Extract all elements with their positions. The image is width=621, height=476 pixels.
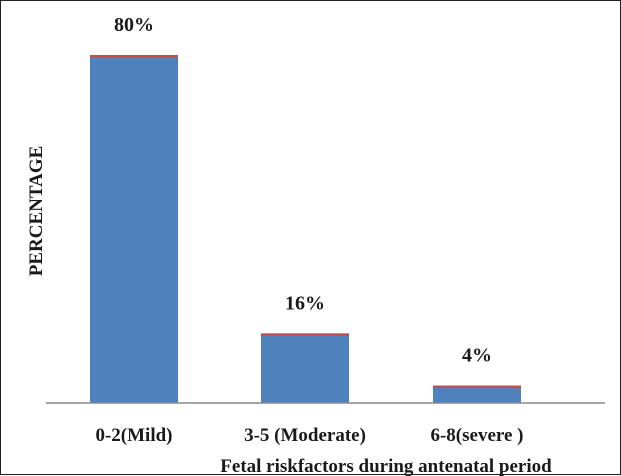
x-tick-label-1: 0-2(Mild) <box>95 425 172 446</box>
bars-group <box>90 55 521 403</box>
bar-top-edge-1 <box>90 55 178 58</box>
y-axis-label: PERCENTAGE <box>26 146 47 277</box>
data-label-1: 80% <box>114 14 154 36</box>
bar-3 <box>433 385 521 403</box>
bar-top-edge-3 <box>433 385 521 389</box>
data-label-2: 16% <box>285 292 325 314</box>
bar-1 <box>90 55 178 403</box>
x-tick-labels-group: 0-2(Mild) 3-5 (Moderate) 6-8(severe ) <box>95 425 523 446</box>
data-label-3: 4% <box>462 345 492 367</box>
bar-top-edge-2 <box>261 333 349 336</box>
bar-2 <box>261 333 349 403</box>
data-labels-group: 80% 16% 4% <box>114 14 492 367</box>
x-axis-label: Fetal riskfactors during antenatal perio… <box>220 456 552 476</box>
x-tick-label-3: 6-8(severe ) <box>430 425 523 446</box>
x-tick-label-2: 3-5 (Moderate) <box>244 425 366 446</box>
